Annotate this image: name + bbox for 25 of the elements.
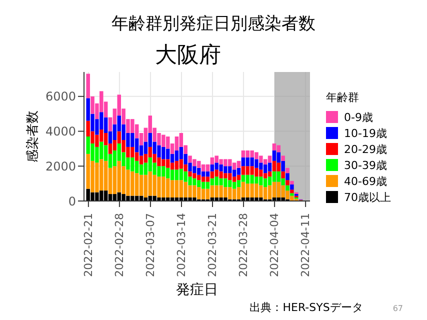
x-tick-label: 2022-04-11	[299, 213, 312, 277]
x-tick-label: 2022-02-21	[82, 213, 95, 277]
x-tick-label: 2022-04-04	[268, 213, 282, 277]
chart-subtitle: 大阪府	[154, 42, 222, 70]
source-note: 出典：HER-SYSデータ	[250, 300, 363, 315]
legend-label: 30-39歳	[344, 158, 387, 172]
x-tick-label: 2022-03-21	[206, 213, 220, 277]
y-tick-label: 6000	[45, 90, 76, 104]
text: 67	[392, 304, 403, 313]
legend-label: 20-29歳	[344, 142, 387, 156]
x-tick-label: 2022-02-28	[112, 213, 126, 277]
x-axis-title: 発症日	[175, 281, 219, 299]
legend-label: 0-9歳	[344, 110, 373, 124]
x-tick-label: 2022-03-07	[144, 213, 157, 277]
x-tick-label: 2022-03-28	[237, 213, 250, 277]
x-tick-label: 2022-03-14	[174, 213, 188, 277]
legend-title: 年齢群	[326, 90, 360, 105]
y-tick-label: 0	[68, 194, 76, 208]
legend-label: 70歳以上	[344, 190, 391, 204]
y-tick-label: 4000	[45, 124, 76, 139]
legend-label: 10-19歳	[344, 126, 387, 140]
y-axis-title: 感染者数	[26, 110, 41, 162]
y-tick-label: 2000	[45, 159, 76, 174]
legend-label: 40-69歳	[344, 174, 387, 188]
chart-title: 年齢群別発症日別感染者数	[110, 13, 316, 35]
